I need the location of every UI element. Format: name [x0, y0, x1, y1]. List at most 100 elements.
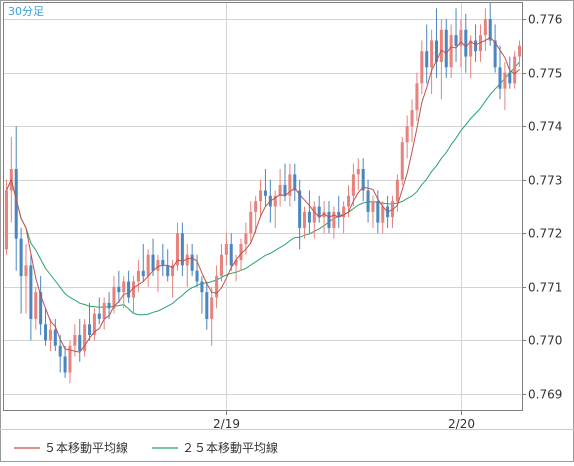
candle — [141, 243, 145, 282]
candle — [156, 254, 160, 293]
candle — [342, 201, 346, 234]
candle — [444, 19, 448, 78]
candle-body — [88, 324, 92, 336]
candle-body — [127, 281, 131, 298]
candle-body — [430, 40, 434, 68]
candle-body — [29, 265, 33, 319]
candle-body — [464, 29, 468, 57]
candle — [503, 61, 507, 111]
candle-body — [39, 292, 43, 325]
candle-body — [469, 40, 473, 57]
candle-body — [454, 35, 458, 46]
candle-body — [351, 174, 355, 196]
ma5-line — [5, 36, 520, 353]
legend-item-ma5: ５本移動平均線 — [14, 440, 128, 455]
candle-body — [498, 67, 502, 89]
candle — [361, 158, 365, 202]
candle-body — [298, 190, 302, 228]
candle — [434, 8, 438, 78]
candle-body — [293, 174, 297, 191]
candle — [493, 24, 497, 73]
ma25-line — [5, 61, 520, 316]
candle — [122, 276, 126, 309]
candle — [410, 99, 414, 143]
candle — [180, 222, 184, 277]
candle — [400, 136, 404, 186]
candle — [112, 276, 116, 314]
candle-body — [312, 206, 316, 223]
candle — [78, 318, 82, 362]
candle-body — [303, 211, 307, 228]
candle — [136, 260, 140, 293]
candle-body — [112, 286, 116, 309]
candle — [464, 13, 468, 73]
candle — [307, 190, 311, 234]
candle — [44, 308, 48, 346]
candle-body — [503, 72, 507, 89]
candle — [185, 243, 189, 287]
candle — [107, 292, 111, 319]
y-tick-label: 0.774 — [528, 120, 562, 134]
candle — [151, 238, 155, 277]
candle-body — [332, 211, 336, 228]
candle-body — [420, 51, 424, 84]
candle-body — [518, 45, 522, 57]
candle-body — [425, 51, 429, 68]
candle-body — [185, 254, 189, 266]
candle — [337, 195, 341, 228]
candle-body — [48, 329, 52, 341]
candle-body — [215, 276, 219, 298]
candle-body — [493, 40, 497, 68]
x-tick-label: 2/20 — [448, 417, 475, 431]
candle — [439, 19, 443, 100]
candle — [356, 158, 360, 191]
y-tick-label: 0.773 — [528, 174, 562, 188]
candle — [161, 243, 165, 277]
candle — [195, 254, 199, 287]
candle-body — [337, 211, 341, 218]
timeframe-label: 30分足 — [8, 5, 44, 18]
candle-body — [200, 281, 204, 293]
candle-body — [234, 260, 238, 266]
candle-body — [381, 206, 385, 223]
candle-body — [171, 265, 175, 277]
candle-body — [474, 40, 478, 52]
candle-body — [195, 270, 199, 282]
candle-body — [19, 238, 23, 277]
candle-body — [283, 185, 287, 196]
ma25-line-layer — [5, 61, 520, 316]
candle — [4, 179, 8, 255]
candle — [317, 195, 321, 223]
candle-body — [263, 190, 267, 196]
candle — [425, 24, 429, 84]
candle-body — [156, 260, 160, 271]
candle — [88, 302, 92, 341]
candle — [332, 206, 336, 239]
candle-body — [395, 179, 399, 202]
candle-body — [219, 254, 223, 277]
y-tick-label: 0.776 — [528, 13, 562, 27]
candle — [83, 318, 87, 357]
candle — [131, 276, 136, 314]
candle-body — [190, 254, 194, 271]
candle — [29, 254, 33, 341]
candle-body — [141, 270, 145, 277]
candle-body — [273, 195, 277, 207]
candle-body — [405, 126, 409, 143]
candle — [97, 297, 101, 325]
candle — [483, 8, 487, 52]
candle — [205, 281, 209, 330]
candle-body — [136, 270, 140, 282]
candle-body — [68, 345, 72, 373]
candle — [63, 345, 67, 378]
candle-body — [366, 190, 370, 212]
candle-body — [513, 56, 517, 84]
y-axis: 0.769 0.770 0.771 0.772 0.773 0.774 0.775 0.776 — [522, 13, 562, 402]
x-tick-label: 2/19 — [213, 417, 240, 431]
candle-body — [327, 211, 331, 228]
grid — [4, 3, 522, 410]
candle — [68, 340, 72, 384]
candle — [474, 24, 478, 62]
candle-body — [444, 29, 448, 68]
